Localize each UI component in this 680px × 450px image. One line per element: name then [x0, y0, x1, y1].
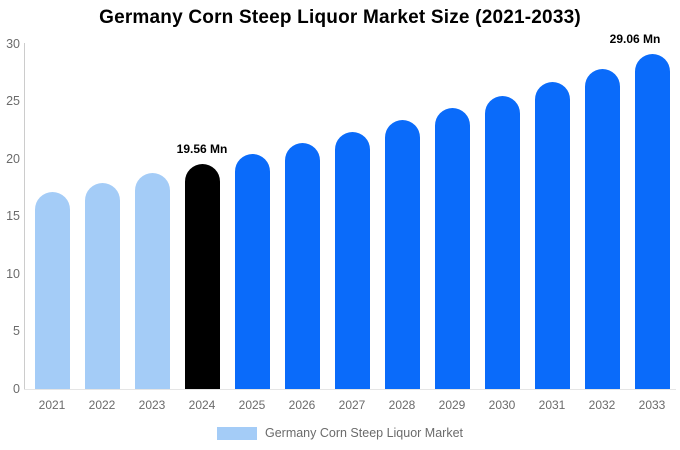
y-tick-label: 5	[13, 324, 20, 339]
x-axis-line	[24, 389, 676, 390]
x-tick-label: 2025	[238, 398, 266, 412]
bar-2023	[134, 173, 170, 389]
y-tick-label: 20	[6, 151, 20, 166]
y-tick-label: 0	[13, 382, 20, 396]
legend-swatch	[216, 426, 257, 440]
x-tick-label: 2029	[438, 398, 466, 412]
legend-label: Germany Corn Steep Liquor Market	[264, 426, 463, 440]
bar-2026	[284, 143, 320, 389]
bar-value-label-2024: 19.56 Mn	[176, 141, 228, 156]
x-tick-label: 2021	[38, 398, 66, 412]
bar-2027	[334, 131, 370, 389]
chart-title: Germany Corn Steep Liquor Market Size (2…	[99, 7, 581, 28]
bar-2032	[584, 68, 620, 389]
y-axis-line	[24, 43, 25, 389]
x-tick-label: 2031	[538, 398, 566, 412]
x-tick-label: 2027	[338, 398, 366, 412]
bar-2030	[484, 95, 520, 389]
bar-2021	[34, 191, 70, 389]
y-tick-label: 25	[6, 94, 20, 109]
x-tick-label: 2030	[488, 398, 516, 412]
bar-2024	[184, 163, 220, 389]
bar-2033	[634, 54, 670, 389]
x-tick-label: 2023	[138, 398, 166, 412]
x-tick-label: 2026	[288, 398, 316, 412]
x-tick-label: 2032	[588, 398, 616, 412]
x-tick-label: 2028	[388, 398, 416, 412]
legend: Germany Corn Steep Liquor Market	[0, 426, 680, 440]
bar-2028	[384, 120, 420, 389]
bar-value-label-2033: 29.06 Mn	[609, 32, 661, 47]
bar-2022	[84, 182, 120, 389]
x-tick-label: 2022	[88, 398, 116, 412]
y-tick-label: 15	[6, 209, 20, 224]
x-tick-label: 2033	[638, 398, 666, 412]
bar-2025	[234, 153, 270, 389]
y-tick-label: 30	[6, 36, 20, 51]
x-tick-label: 2024	[188, 398, 216, 412]
bar-2031	[534, 82, 570, 389]
y-tick-label: 10	[6, 266, 20, 281]
bar-2029	[434, 108, 470, 389]
